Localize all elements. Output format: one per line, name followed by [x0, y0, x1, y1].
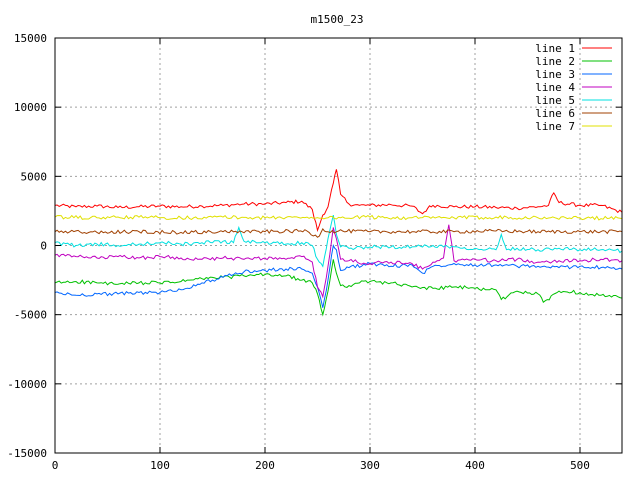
legend-label-line-6: line 6 [535, 107, 575, 120]
x-tick-label: 0 [52, 459, 59, 472]
series-line-4 [54, 224, 623, 299]
y-tick-label: -5000 [14, 309, 47, 322]
y-tick-label: 0 [40, 240, 47, 253]
series-line-7 [54, 214, 623, 221]
y-tick-label: -10000 [7, 378, 47, 391]
x-tick-label: 400 [465, 459, 485, 472]
legend-label-line-2: line 2 [535, 55, 575, 68]
axes: 0 100 200 300 400 500 -15000 -10000 -5000 0 5000 10… [7, 32, 622, 472]
legend-label-line-7: line 7 [535, 120, 575, 133]
legend-label-line-3: line 3 [535, 68, 575, 81]
legend-label-line-5: line 5 [535, 94, 575, 107]
legend-label-line-4: line 4 [535, 81, 575, 94]
series-line-5 [54, 214, 623, 268]
grid-lines [55, 38, 622, 453]
y-tick-label: 10000 [14, 101, 47, 114]
series-line-1 [54, 169, 623, 233]
y-tick-label: -15000 [7, 447, 47, 460]
x-tick-label: 500 [570, 459, 590, 472]
series-lines [54, 169, 623, 317]
y-tick-label: 15000 [14, 32, 47, 45]
x-tick-label: 300 [360, 459, 380, 472]
series-line-6 [54, 227, 623, 238]
chart-title: m1500_23 [311, 13, 364, 26]
series-line-3 [54, 243, 623, 308]
y-tick-label: 5000 [21, 170, 48, 183]
series-line-2 [54, 259, 623, 317]
x-tick-label: 100 [150, 459, 170, 472]
legend-label-line-1: line 1 [535, 42, 575, 55]
x-tick-label: 200 [255, 459, 275, 472]
